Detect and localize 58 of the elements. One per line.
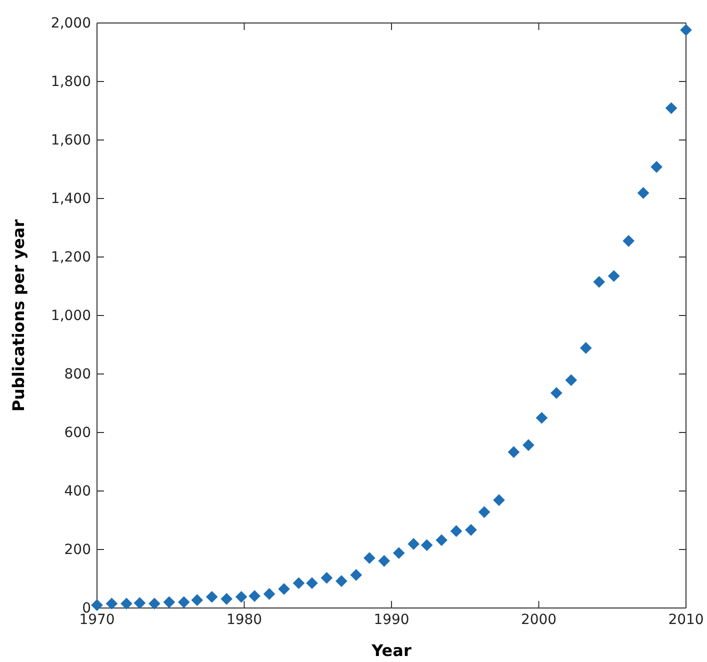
y-tick-label: 2,000	[50, 15, 91, 32]
y-tick-label: 1,200	[50, 249, 91, 266]
point	[650, 160, 662, 173]
y-tick-label: 1,600	[50, 132, 91, 148]
point	[148, 598, 160, 610]
y-tick-label: 400	[64, 483, 91, 500]
point	[608, 270, 620, 282]
point	[565, 374, 578, 386]
point	[235, 590, 248, 603]
point	[522, 439, 534, 451]
point	[580, 342, 592, 354]
point	[134, 597, 146, 609]
point	[536, 412, 548, 424]
point	[637, 187, 650, 199]
point	[378, 554, 390, 567]
point	[436, 534, 448, 546]
point	[408, 538, 420, 550]
point	[450, 525, 462, 537]
point	[220, 593, 232, 605]
point	[106, 598, 118, 610]
point	[278, 583, 290, 595]
point	[350, 569, 362, 581]
point	[550, 387, 562, 399]
point	[206, 590, 218, 603]
point	[465, 524, 477, 536]
point	[163, 596, 176, 608]
x-tick-label: 2010	[668, 612, 704, 628]
point	[191, 594, 204, 606]
point	[420, 539, 433, 552]
point	[363, 552, 376, 564]
point	[248, 590, 260, 602]
x-tick-label: 2000	[520, 612, 557, 628]
x-tick-label: 1990	[374, 612, 410, 628]
point	[392, 547, 405, 559]
point	[680, 24, 692, 36]
point	[665, 102, 678, 114]
point	[306, 577, 318, 590]
x-tick-label: 1980	[226, 612, 262, 628]
point	[263, 588, 276, 600]
y-tick-label: 1,000	[50, 308, 91, 324]
x-axis-title: Year	[370, 641, 412, 660]
y-tick-label: 1,400	[50, 190, 91, 207]
y-tick-label: 200	[64, 542, 91, 558]
point	[622, 234, 634, 247]
point	[493, 494, 505, 506]
y-tick-label: 800	[64, 366, 91, 382]
y-tick-label: 1,800	[50, 74, 91, 90]
y-axis-title: Publications per year	[9, 219, 28, 412]
point	[91, 599, 103, 611]
y-tick-label: 600	[64, 424, 91, 441]
point	[320, 572, 333, 584]
point	[292, 577, 305, 590]
point	[508, 446, 520, 458]
point	[593, 276, 606, 288]
point	[336, 575, 348, 588]
point	[120, 598, 132, 610]
point	[178, 596, 190, 608]
point	[478, 506, 490, 518]
